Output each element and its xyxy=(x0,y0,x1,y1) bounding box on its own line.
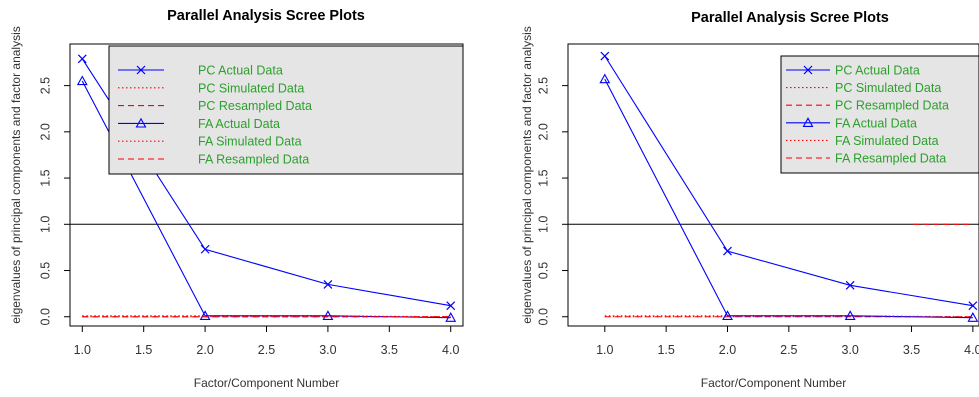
legend-label: PC Simulated Data xyxy=(198,81,304,95)
point-triangle-marker xyxy=(199,310,211,320)
legend-box xyxy=(780,55,979,174)
legend-x-marker xyxy=(136,65,146,75)
scree-plot-left: Parallel Analysis Scree Plots 1.0 1.5 2.0 2.… xyxy=(9,8,464,390)
series-line-3 xyxy=(604,78,973,319)
point-triangle-marker xyxy=(445,312,457,322)
x-tick-label: 1.0 xyxy=(596,343,613,357)
y-axis-label: eigenvalues of principal components and … xyxy=(520,26,534,324)
y-tick-label: 1.0 xyxy=(38,216,52,233)
series-line-3 xyxy=(81,80,451,319)
y-tick-label: 1.5 xyxy=(38,169,52,186)
legend-label: PC Actual Data xyxy=(198,64,283,78)
y-tick-label: 1.5 xyxy=(536,169,550,186)
legend-label: PC Actual Data xyxy=(835,64,920,78)
plot-frame xyxy=(567,43,979,327)
point-triangle-marker xyxy=(76,75,88,86)
x-tick-label: 1.0 xyxy=(74,343,91,357)
legend-triangle-marker xyxy=(135,117,147,128)
legend-label: FA Actual Data xyxy=(198,117,280,131)
x-tick-label: 2.0 xyxy=(196,343,213,357)
y-tick-label: 2.5 xyxy=(38,77,52,94)
point-x-marker xyxy=(600,51,610,61)
point-x-marker xyxy=(968,301,978,311)
y-tick-label: 0.5 xyxy=(536,262,550,279)
legend-label: FA Actual Data xyxy=(835,116,917,130)
x-tick-label: 2.0 xyxy=(719,343,736,357)
series-line-0 xyxy=(604,55,973,307)
y-tick-label: 0.0 xyxy=(38,308,52,325)
x-tick-label: 4.0 xyxy=(442,343,459,357)
scree-plot-right: Parallel Analysis Scree Plots 1.0 1.5 2.0 2.… xyxy=(520,10,979,390)
x-tick-label: 3.0 xyxy=(319,343,336,357)
point-x-marker xyxy=(723,246,732,256)
point-triangle-marker xyxy=(599,73,611,84)
legend-label: FA Simulated Data xyxy=(198,135,302,149)
x-tick-label: 1.5 xyxy=(135,343,152,357)
legend-x-marker xyxy=(803,65,813,75)
x-tick-label: 2.5 xyxy=(258,343,275,357)
x-tick-label: 3.0 xyxy=(841,343,858,357)
point-x-marker xyxy=(845,280,855,290)
x-tick-label: 2.5 xyxy=(780,343,797,357)
legend-label: PC Resampled Data xyxy=(835,99,949,113)
y-tick-label: 0.5 xyxy=(38,262,52,279)
legend-triangle-marker xyxy=(802,117,814,127)
y-axis-label: eigenvalues of principal components and … xyxy=(9,26,23,324)
data-layer xyxy=(568,51,979,322)
point-triangle-marker xyxy=(722,310,733,320)
legend-box xyxy=(108,45,464,175)
y-tick-label: 2.5 xyxy=(536,77,550,94)
x-tick-label: 3.5 xyxy=(903,343,920,357)
y-tick-label: 0.0 xyxy=(536,308,550,325)
legend-label: FA Simulated Data xyxy=(835,134,939,148)
point-x-marker xyxy=(77,54,87,64)
x-tick-label: 1.5 xyxy=(657,343,674,357)
y-tick-label: 2.0 xyxy=(536,123,550,140)
point-triangle-marker xyxy=(322,310,334,320)
chart-title: Parallel Analysis Scree Plots xyxy=(691,10,889,26)
x-axis-label: Factor/Component Number xyxy=(194,376,339,390)
point-triangle-marker xyxy=(844,310,856,320)
legend-label: FA Resampled Data xyxy=(198,153,309,167)
y-tick-label: 2.0 xyxy=(38,123,52,140)
point-x-marker xyxy=(200,244,210,254)
legend-label: PC Resampled Data xyxy=(198,99,312,113)
legend-label: FA Resampled Data xyxy=(835,152,946,166)
y-tick-label: 1.0 xyxy=(536,216,550,233)
x-tick-label: 3.5 xyxy=(381,343,398,357)
chart-title: Parallel Analysis Scree Plots xyxy=(167,8,365,24)
legend-label: PC Simulated Data xyxy=(835,81,941,95)
point-x-marker xyxy=(446,301,456,311)
point-triangle-marker xyxy=(967,312,979,322)
point-x-marker xyxy=(323,279,333,289)
x-tick-label: 4.0 xyxy=(964,343,979,357)
x-axis-label: Factor/Component Number xyxy=(701,376,846,390)
